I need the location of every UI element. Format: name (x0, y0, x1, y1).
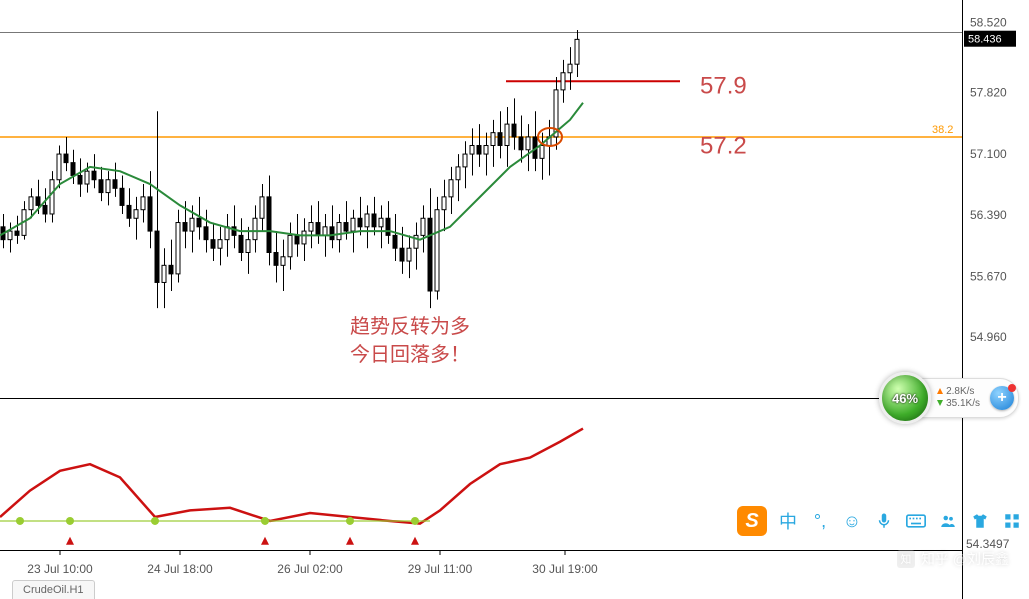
ime-shirt-icon[interactable] (969, 510, 991, 532)
svg-text:54.960: 54.960 (970, 330, 1007, 344)
ime-people-icon[interactable] (937, 510, 959, 532)
ime-emoji-icon[interactable]: ☺ (841, 510, 863, 532)
network-widget[interactable]: 46% 2.8K/s 35.1K/s + (882, 378, 1019, 418)
ime-grid-icon[interactable] (1001, 510, 1023, 532)
watermark: 知 知乎 @刘辰鑫 (897, 549, 1009, 569)
svg-text:57.2: 57.2 (700, 133, 747, 160)
svg-text:58.520: 58.520 (970, 16, 1007, 30)
svg-text:趋势反转为多: 趋势反转为多 (350, 315, 470, 338)
sogou-icon[interactable]: S (737, 506, 767, 536)
svg-text:55.670: 55.670 (970, 269, 1007, 283)
svg-text:38.2: 38.2 (932, 124, 953, 136)
svg-text:29 Jul 11:00: 29 Jul 11:00 (408, 562, 473, 576)
svg-text:23 Jul 10:00: 23 Jul 10:00 (27, 562, 93, 576)
chart-container: { "layout": { "width": 1029, "height": 5… (0, 0, 1029, 599)
ime-mic-icon[interactable] (873, 510, 895, 532)
ime-punct-icon[interactable]: °, (809, 510, 831, 532)
network-percent-ball: 46% (879, 372, 931, 424)
upload-speed: 2.8K/s (937, 386, 980, 398)
download-speed: 35.1K/s (937, 398, 980, 410)
watermark-text: 知乎 @刘辰鑫 (921, 549, 1009, 569)
network-plus-button[interactable]: + (990, 386, 1014, 410)
network-stats: 2.8K/s 35.1K/s (937, 386, 986, 410)
svg-text:24 Jul 18:00: 24 Jul 18:00 (147, 562, 213, 576)
svg-text:58.436: 58.436 (968, 34, 1002, 46)
ime-toolbar[interactable]: S 中 °, ☺ (737, 505, 1023, 537)
svg-text:57.100: 57.100 (970, 147, 1007, 161)
ime-keyboard-icon[interactable] (905, 510, 927, 532)
svg-text:57.820: 57.820 (970, 85, 1007, 99)
svg-text:56.390: 56.390 (970, 208, 1007, 222)
ime-lang-toggle[interactable]: 中 (777, 510, 799, 532)
chart-tab[interactable]: CrudeOil.H1 (12, 580, 95, 599)
svg-text:30 Jul 19:00: 30 Jul 19:00 (532, 562, 598, 576)
svg-text:今日回落多！: 今日回落多！ (350, 343, 470, 366)
zhihu-icon: 知 (897, 550, 915, 568)
svg-text:57.9: 57.9 (700, 73, 747, 100)
svg-text:26 Jul 02:00: 26 Jul 02:00 (277, 562, 343, 576)
